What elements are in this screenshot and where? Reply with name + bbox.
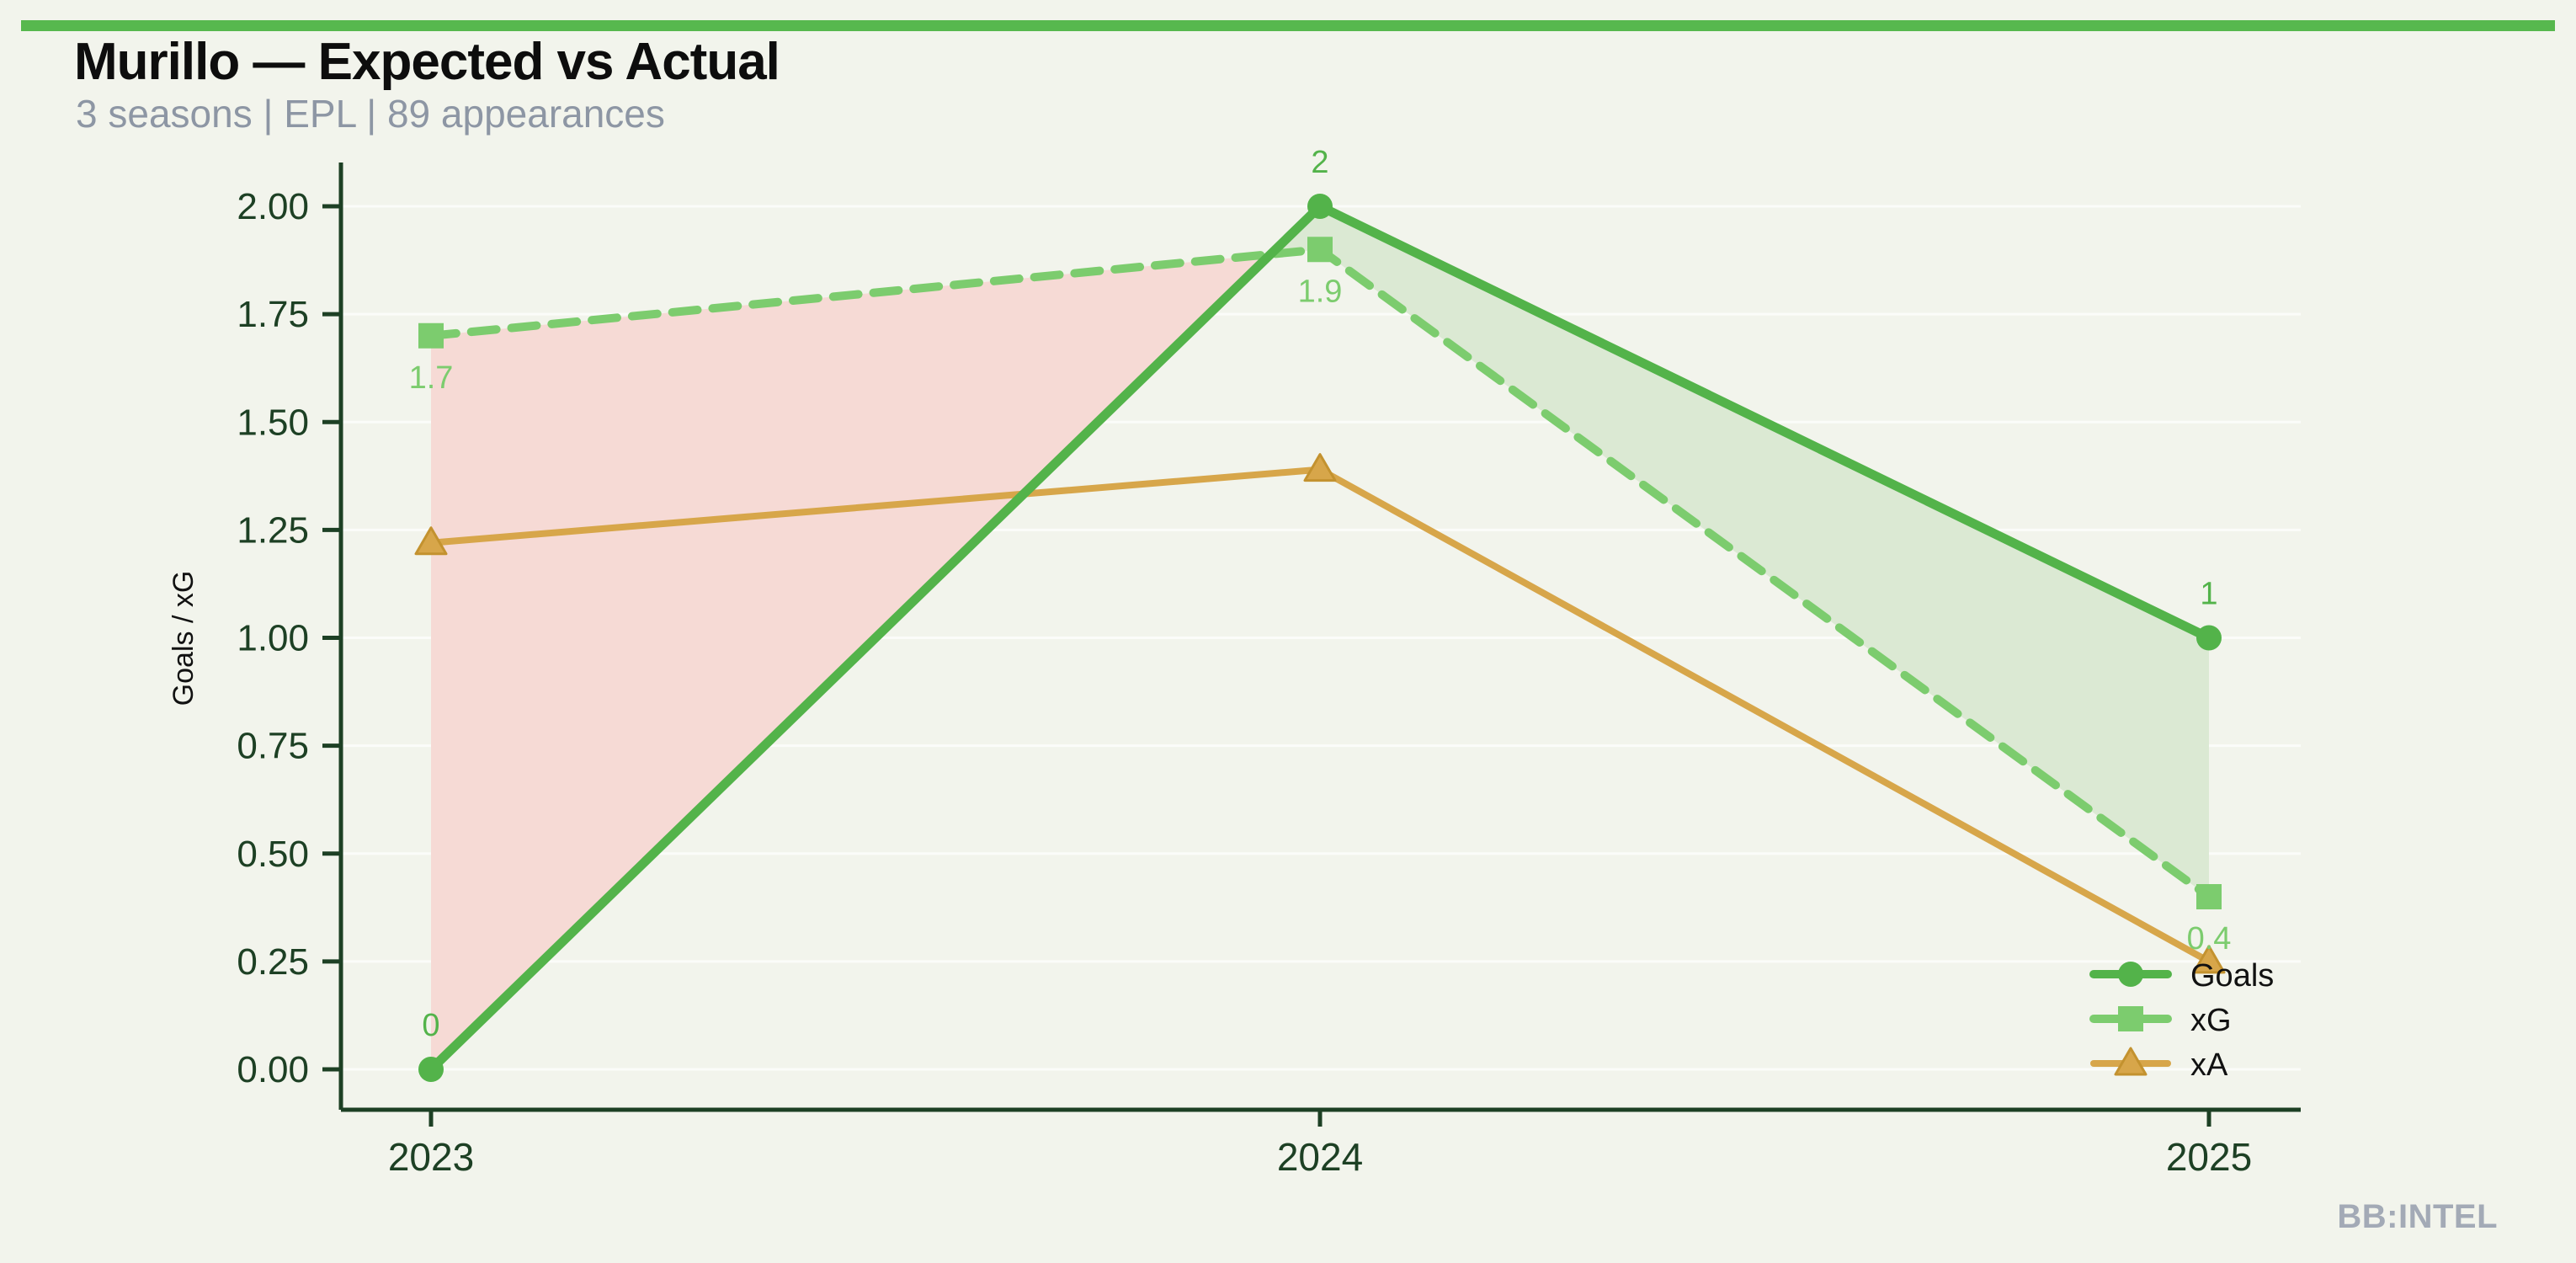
y-tick-label: 0.50 [237, 834, 309, 875]
fill-goals-above-xg [1320, 206, 2209, 897]
xg-legend-marker [2118, 1006, 2143, 1031]
xa-legend-marker [2114, 1047, 2148, 1076]
y-tick-label: 1.75 [237, 294, 309, 335]
goals-marker [1307, 194, 1333, 219]
xg-point-label: 0.4 [2187, 921, 2232, 957]
y-tick-label: 0.25 [237, 941, 309, 983]
page-subtitle: 3 seasons | EPL | 89 appearances [76, 92, 665, 136]
x-tick-label: 2024 [1277, 1135, 1363, 1179]
y-tick-label: 1.00 [237, 618, 309, 659]
goals-legend-label: Goals [2190, 958, 2274, 994]
xg-series: 1.7 1.9 0.4 [409, 237, 2232, 957]
y-axis-title: Goals / xG [168, 571, 200, 706]
xg-marker [418, 322, 444, 349]
xg-marker [1307, 237, 1333, 263]
goals-point-label: 2 [1311, 145, 1328, 180]
y-tick-label: 1.25 [237, 509, 309, 551]
goals-marker [2196, 625, 2222, 651]
y-tick-label: 0.00 [237, 1049, 309, 1090]
y-tick-label: 0.75 [237, 726, 309, 767]
xg-legend-label: xG [2190, 1003, 2232, 1038]
page-title: Murillo — Expected vs Actual [74, 33, 780, 91]
goals-point-label: 0 [422, 1008, 439, 1043]
goals-marker [418, 1057, 444, 1082]
xa-marker [1303, 453, 1337, 482]
accent-bar [21, 20, 2555, 31]
xa-legend-label: xA [2190, 1047, 2228, 1083]
x-tick-label: 2023 [388, 1135, 474, 1179]
xa-series [414, 453, 2226, 974]
brand-watermark: BB:INTEL [2337, 1198, 2498, 1235]
y-tick-label: 2.00 [237, 186, 309, 227]
y-tick-label: 1.50 [237, 402, 309, 443]
xa-marker [414, 526, 448, 556]
goals-legend-marker [2118, 962, 2143, 987]
xa-marker [2192, 945, 2226, 974]
goals-point-label: 1 [2200, 577, 2217, 612]
xg-marker [2196, 884, 2222, 909]
x-tick-label: 2025 [2166, 1135, 2252, 1179]
axes: 0.00 0.25 0.50 0.75 1.00 1.25 1.50 1.75 2.00 2023… [237, 163, 2301, 1179]
xg-point-label: 1.9 [1298, 274, 1343, 309]
goals-series: 0 2 1 [418, 145, 2222, 1082]
xg-point-label: 1.7 [409, 360, 454, 396]
legend: Goals xG xA [2089, 958, 2274, 1083]
